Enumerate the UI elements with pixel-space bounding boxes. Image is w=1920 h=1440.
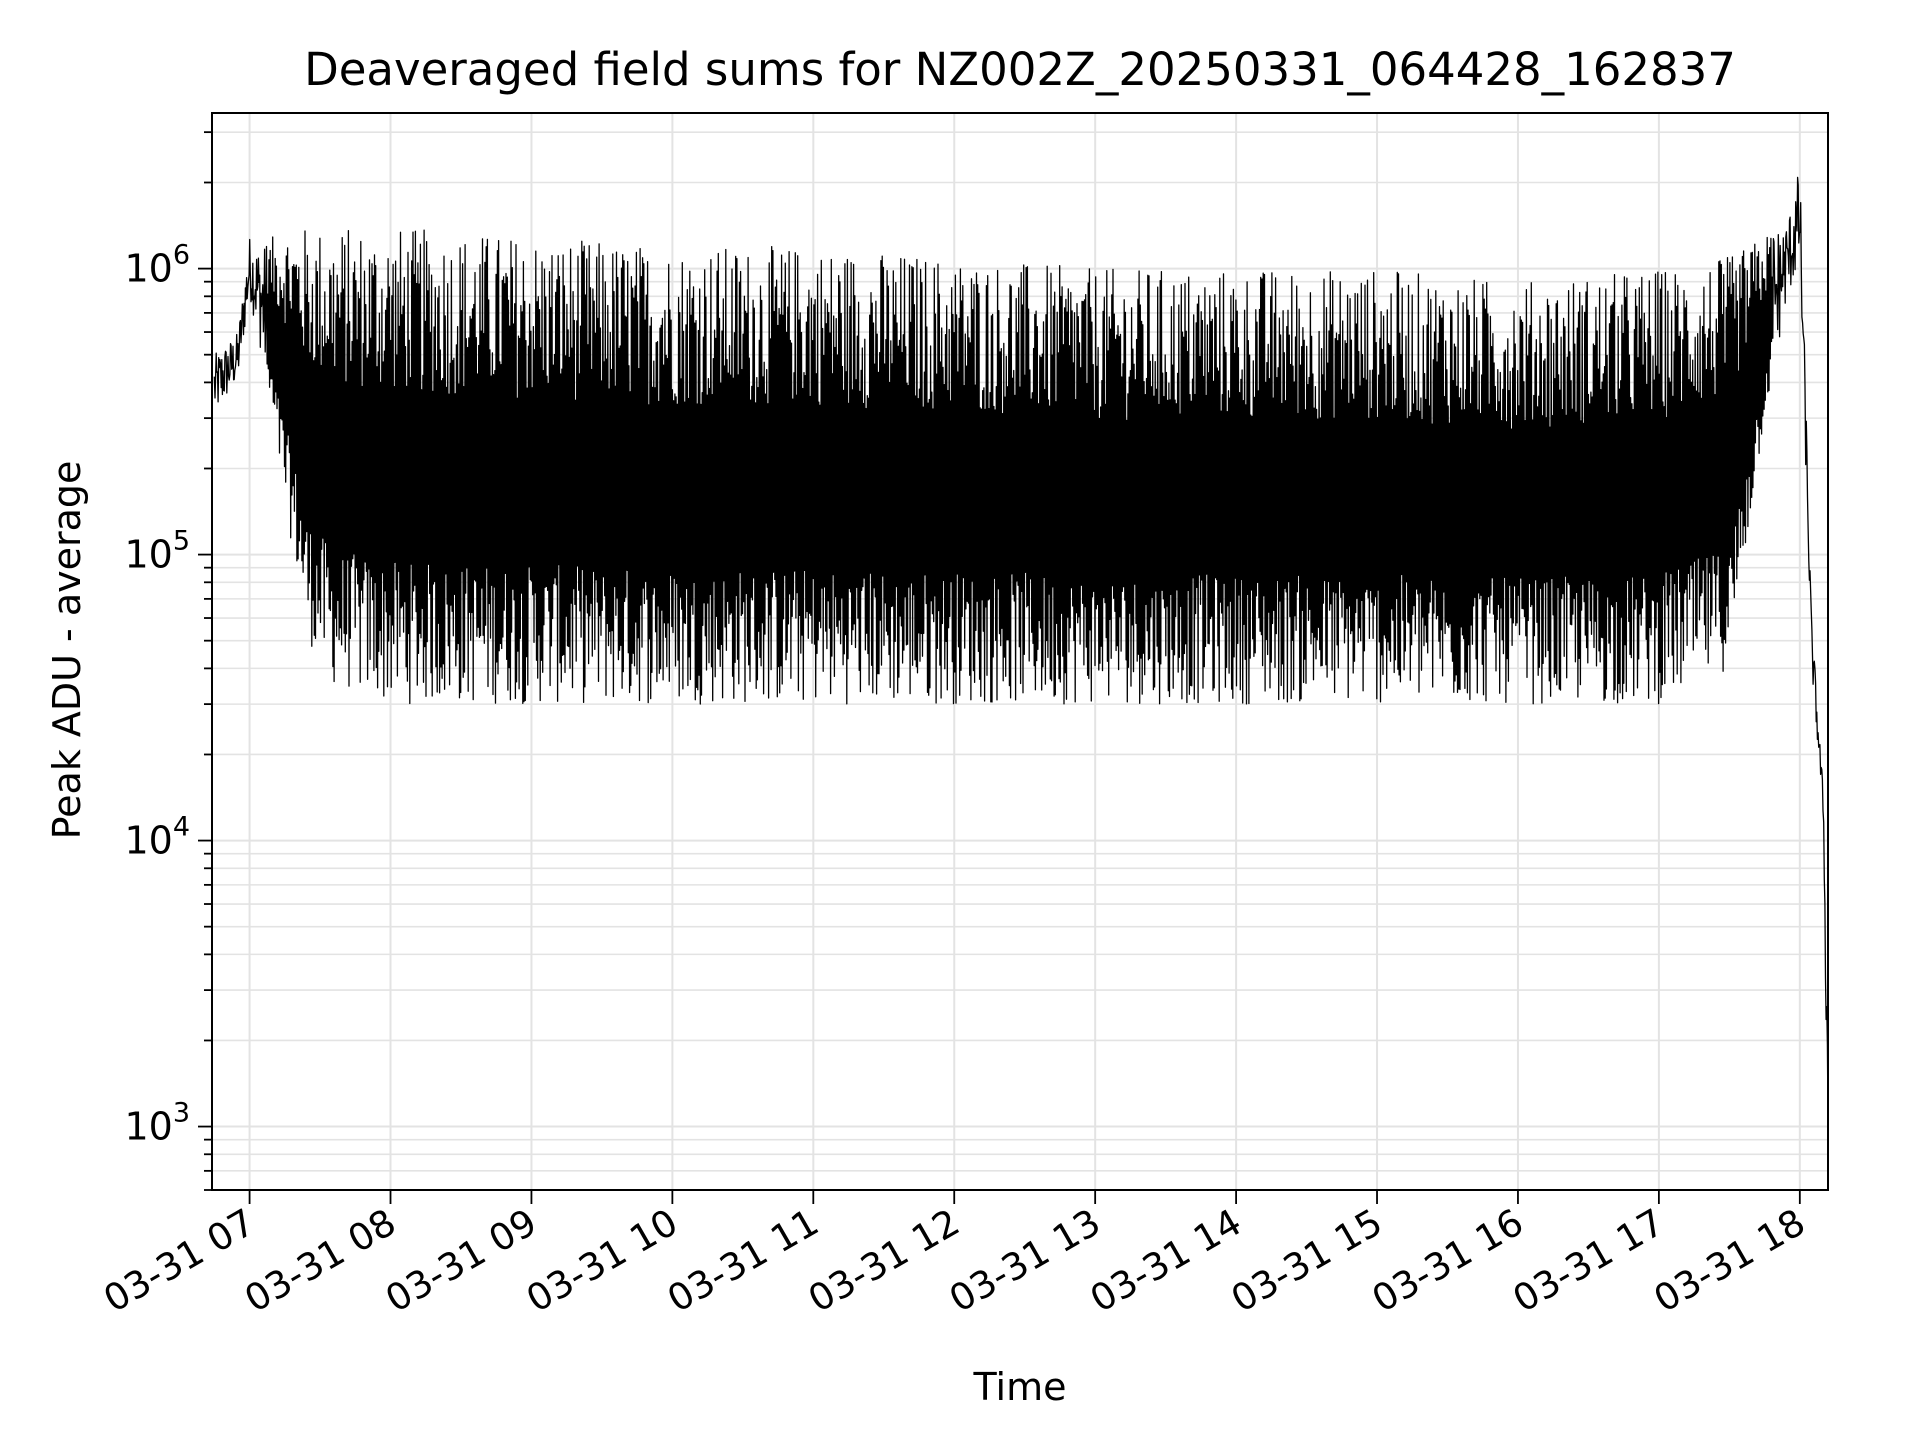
plot-frame — [211, 112, 1829, 1191]
x-axis-label: Time — [973, 1365, 1067, 1409]
chart-title: Deaveraged field sums for NZ002Z_2025033… — [304, 43, 1736, 96]
series-line — [213, 176, 1829, 1124]
y-tick-label: 104 — [124, 812, 190, 863]
y-axis-ticks: 103 104 105 106 — [124, 131, 212, 1191]
series-path — [213, 176, 1829, 1124]
y-tick-label: 105 — [124, 526, 190, 577]
y-axis-label: Peak ADU - average — [45, 461, 89, 840]
y-tick-label: 103 — [124, 1098, 190, 1149]
y-tick-label: 106 — [124, 240, 190, 291]
